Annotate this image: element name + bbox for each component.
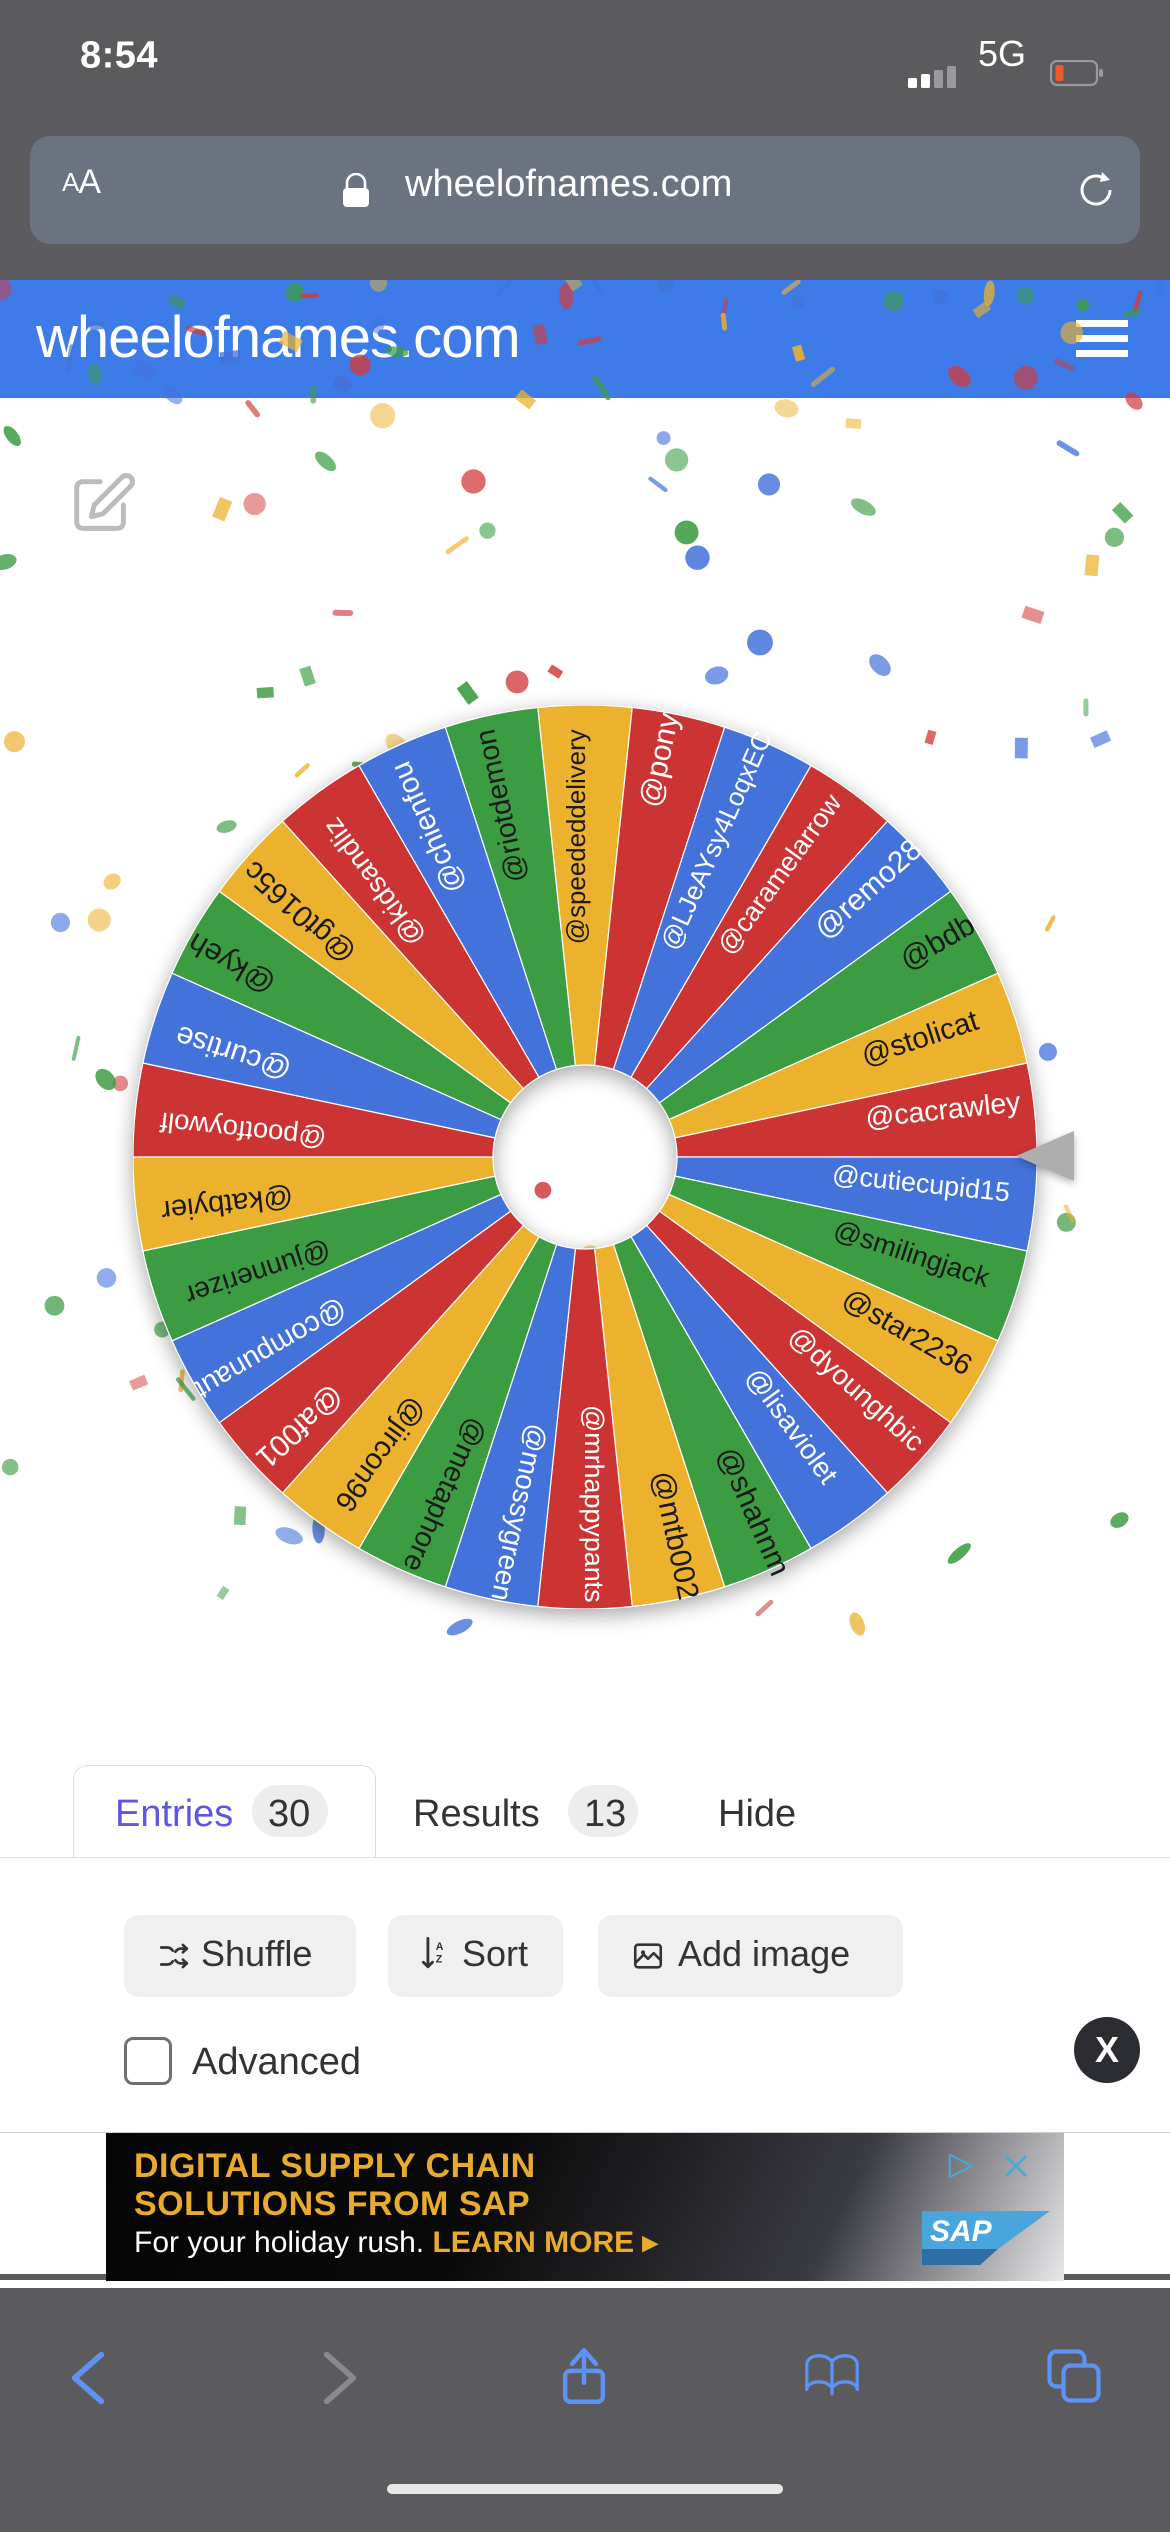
svg-text:Z: Z xyxy=(436,1954,443,1966)
svg-text:A: A xyxy=(436,1941,444,1953)
svg-text:@mrhappypants: @mrhappypants xyxy=(579,1405,609,1603)
svg-text:SAP: SAP xyxy=(930,2215,993,2248)
svg-text:@speededdelivery: @speededdelivery xyxy=(563,729,591,944)
